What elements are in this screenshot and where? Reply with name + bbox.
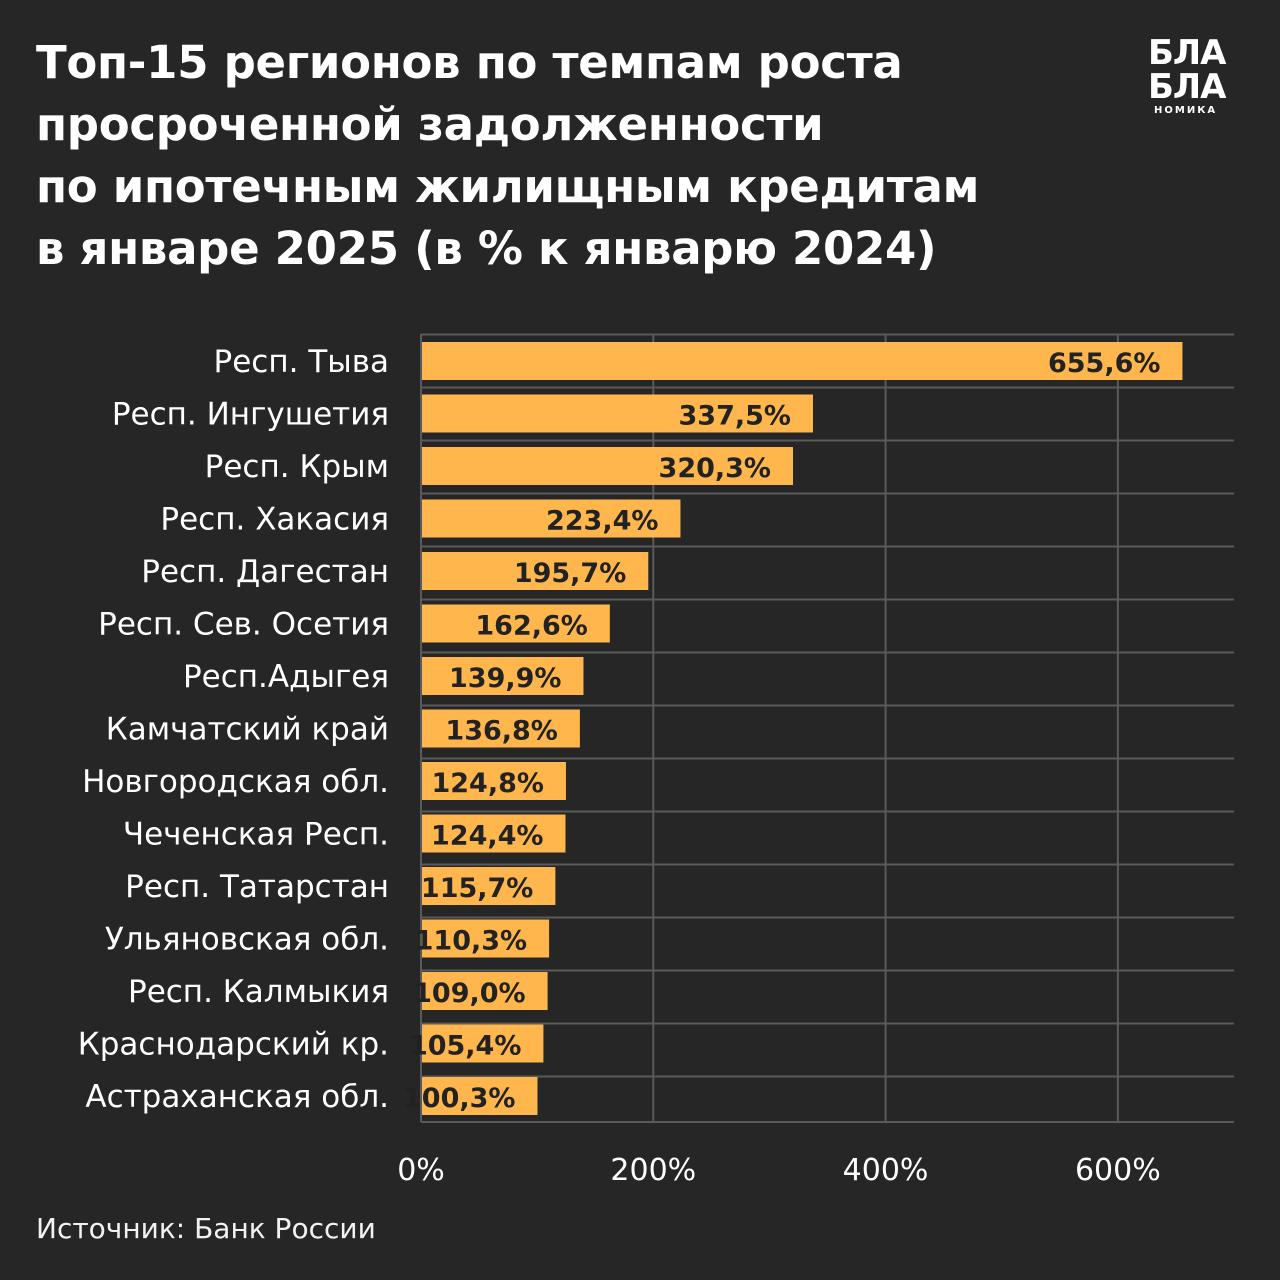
category-label: Респ. Татарстан	[125, 869, 389, 905]
bar	[422, 972, 548, 1010]
bar	[422, 1024, 544, 1063]
category-label: Респ. Тыва	[214, 344, 389, 380]
bar-value-label: 655,6%	[1048, 348, 1160, 379]
bar	[422, 342, 1183, 380]
x-tick-label: 200%	[610, 1153, 696, 1188]
bar-value-label: 136,8%	[445, 716, 557, 747]
bar	[422, 709, 580, 748]
category-label: Астраханская обл.	[85, 1079, 389, 1115]
bar	[422, 447, 794, 485]
x-tick-label: 600%	[1075, 1153, 1161, 1188]
bar	[422, 919, 550, 958]
category-label: Респ. Сев. Осетия	[98, 607, 389, 643]
bar	[422, 552, 649, 590]
bar-value-label: 337,5%	[679, 401, 791, 432]
x-tick-label: 400%	[843, 1153, 929, 1188]
category-label: Респ. Ингушетия	[112, 397, 389, 433]
category-label: Респ. Хакасия	[160, 502, 389, 538]
category-label: Респ.Адыгея	[183, 659, 389, 695]
bar-value-label: 105,4%	[409, 1031, 521, 1062]
logo-line-2: БЛА	[1148, 67, 1226, 107]
category-label: Новгородская обл.	[82, 764, 389, 800]
bar-value-label: 110,3%	[415, 926, 527, 957]
bar-value-label: 100,3%	[403, 1083, 515, 1114]
x-tick-label: 0%	[397, 1153, 445, 1188]
category-label: Чеченская Респ.	[123, 817, 389, 853]
bar	[422, 604, 610, 643]
category-label: Ульяновская обл.	[105, 922, 389, 958]
bar	[422, 867, 556, 905]
bar-value-label: 320,3%	[659, 453, 771, 484]
category-label: Респ. Калмыкия	[128, 974, 389, 1010]
category-label: Респ. Крым	[205, 449, 389, 485]
bar	[422, 1077, 538, 1115]
title-line-1: Топ-15 регионов по темпам роста	[36, 36, 903, 89]
title-line-2: просроченной задолженности	[36, 98, 824, 151]
brand-logo: БЛА БЛА НОМИКА	[1148, 36, 1248, 118]
chart-title: Топ-15 регионов по темпам роста просроче…	[36, 32, 1126, 280]
source-note: Источник: Банк России	[36, 1212, 376, 1245]
category-label: Камчатский край	[106, 712, 389, 748]
category-label: Краснодарский кр.	[78, 1027, 389, 1063]
bar	[422, 394, 813, 433]
bar	[422, 762, 566, 800]
logo-line-3: НОМИКА	[1154, 105, 1218, 116]
title-line-3: по ипотечным жилищным кредитам	[36, 160, 980, 213]
bar	[422, 657, 584, 695]
logo-line-1: БЛА	[1148, 33, 1226, 73]
bar-value-label: 223,4%	[546, 506, 658, 537]
bar-value-label: 115,7%	[421, 873, 533, 904]
bar-value-label: 124,8%	[431, 768, 543, 799]
bar-value-label: 124,4%	[431, 821, 543, 852]
bar-value-label: 139,9%	[449, 663, 561, 694]
bar-value-label: 162,6%	[475, 611, 587, 642]
category-label: Респ. Дагестан	[141, 554, 389, 590]
bar	[422, 814, 566, 853]
title-line-4: в январе 2025 (в % к январю 2024)	[36, 222, 937, 275]
bar	[422, 499, 681, 538]
bar-value-label: 195,7%	[514, 558, 626, 589]
bar-value-label: 109,0%	[413, 978, 525, 1009]
